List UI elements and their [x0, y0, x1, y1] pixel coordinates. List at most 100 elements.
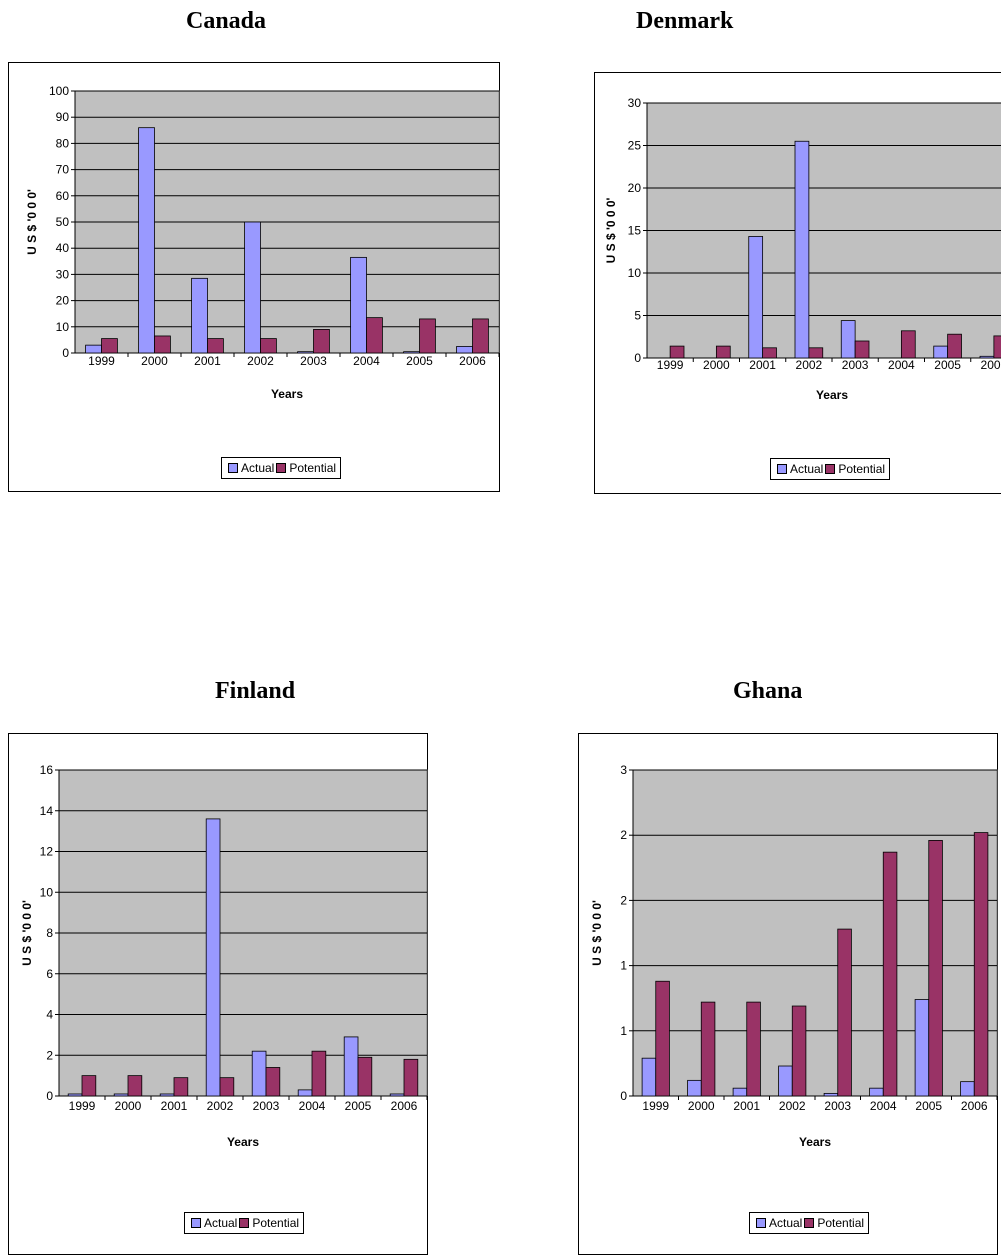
x-tick-label: 2000	[115, 1099, 142, 1113]
bar-actual-2004	[297, 1089, 313, 1097]
chart-canada: 0 10 20 30 40 50 60 70 80 90 100 1999 2000 2001 2002 20…	[8, 62, 500, 492]
y-tick-label: 8	[46, 926, 53, 940]
x-tick-label: 2003	[824, 1099, 851, 1113]
bar-potential-2002	[260, 338, 277, 354]
legend-ghana: Actual Potential	[749, 1212, 870, 1234]
y-tick-label: 6	[46, 967, 53, 981]
y-tick-label: 40	[56, 241, 70, 255]
bar-potential-2004	[366, 317, 383, 354]
legend-potential-swatch	[239, 1218, 250, 1228]
x-tick-label: 2005	[406, 354, 433, 368]
legend-potential-label: Potential	[817, 1216, 865, 1230]
bar-potential-2001	[173, 1077, 189, 1097]
chart-finland: 0 2 4 6 8 10 12 14 16 1999 2000 2001 2002 2003 2004 200…	[8, 733, 428, 1255]
y-tick-label: 10	[40, 885, 54, 899]
y-tick-label: 16	[40, 763, 54, 777]
bar-potential-2006	[472, 318, 489, 354]
x-tick-label: 1999	[88, 354, 115, 368]
bar-actual-2003	[251, 1050, 267, 1097]
chart-title-finland: Finland	[215, 678, 296, 704]
bar-potential-2005	[947, 333, 962, 359]
bar-potential-2003	[265, 1067, 281, 1097]
bar-actual-2000	[138, 127, 155, 354]
bar-potential-2002	[791, 1005, 807, 1097]
bar-actual-2004	[350, 256, 367, 354]
chart-title-canada: Canada	[186, 8, 267, 34]
y-axis-title: U S $ '0 0 0'	[20, 900, 34, 966]
y-tick-label: 5	[634, 309, 641, 323]
legend-denmark: Actual Potential	[770, 458, 891, 480]
x-axis-title: Years	[816, 388, 848, 402]
x-tick-label: 2004	[353, 354, 380, 368]
legend-potential-swatch	[825, 464, 836, 474]
x-tick-label: 2003	[253, 1099, 280, 1113]
x-tick-label: 2002	[207, 1099, 234, 1113]
y-tick-label: 2	[620, 893, 627, 907]
y-tick-label: 90	[56, 110, 70, 124]
legend-finland: Actual Potential	[184, 1212, 305, 1234]
x-axis-title: Years	[227, 1135, 259, 1149]
y-tick-label: 25	[628, 139, 642, 153]
legend-potential-label: Potential	[838, 462, 886, 476]
x-tick-label: 2001	[733, 1099, 760, 1113]
bar-potential-1999	[655, 980, 670, 1097]
x-tick-label: 2004	[870, 1099, 897, 1113]
bar-actual-2005	[914, 999, 930, 1097]
bar-actual-2005	[343, 1036, 359, 1097]
legend-potential-label: Potential	[252, 1216, 300, 1230]
y-tick-label: 20	[628, 181, 642, 195]
x-tick-label: 2002	[779, 1099, 806, 1113]
y-tick-label: 80	[56, 136, 70, 150]
x-tick-label: 2001	[749, 358, 776, 372]
bar-potential-2006	[993, 335, 1001, 359]
bar-potential-2000	[715, 345, 731, 359]
y-tick-label: 10	[628, 266, 642, 280]
chart-denmark: 0 5 10 15 20 25 30 1999 2000 2001 2002 2003 2004 2005…	[594, 72, 1001, 494]
x-tick-label: 2006	[391, 1099, 418, 1113]
y-tick-label: 12	[40, 845, 54, 859]
bar-potential-2005	[419, 318, 436, 354]
bar-potential-2003	[837, 928, 852, 1097]
bar-actual-2003	[840, 320, 856, 359]
x-tick-label: 2000	[688, 1099, 715, 1113]
x-tick-label: 2006	[459, 354, 486, 368]
y-tick-label: 0	[620, 1089, 627, 1103]
x-tick-label: 2003	[300, 354, 327, 368]
y-tick-label: 20	[56, 294, 70, 308]
x-tick-label: 1999	[657, 358, 684, 372]
legend-actual-label: Actual	[241, 461, 275, 475]
bar-actual-2000	[113, 1093, 129, 1097]
y-tick-label: 4	[46, 1008, 53, 1022]
x-tick-label: 2004	[888, 358, 915, 372]
chart-title-ghana: Ghana	[733, 678, 803, 704]
bar-potential-2004	[311, 1050, 327, 1097]
x-axis-title: Years	[271, 387, 303, 401]
bar-potential-2000	[700, 1001, 716, 1097]
y-tick-label: 0	[634, 351, 641, 365]
x-tick-label: 2003	[842, 358, 869, 372]
bar-potential-2005	[357, 1056, 373, 1097]
bar-actual-2001	[159, 1093, 175, 1097]
bar-actual-2003	[823, 1092, 839, 1097]
x-tick-label: 1999	[642, 1099, 669, 1113]
y-tick-label: 100	[49, 84, 69, 98]
bar-actual-2006	[960, 1081, 975, 1097]
bar-potential-2004	[882, 851, 898, 1097]
bar-potential-2000	[154, 335, 171, 354]
x-tick-label: 2002	[247, 354, 274, 368]
bar-potential-2002	[219, 1077, 235, 1097]
x-tick-label: 2006	[961, 1099, 988, 1113]
legend-actual-label: Actual	[769, 1216, 803, 1230]
chart-denmark-svg: 0 5 10 15 20 25 30 1999 2000 2001 2002 2003 2004 2005…	[604, 96, 1001, 402]
bar-actual-2003	[297, 351, 314, 354]
legend-potential-swatch	[804, 1218, 815, 1228]
y-tick-label: 0	[46, 1089, 53, 1103]
x-axis-title: Years	[799, 1135, 831, 1149]
y-tick-label: 1	[620, 1024, 627, 1038]
y-tick-label: 3	[620, 763, 627, 777]
x-tick-label: 2001	[194, 354, 221, 368]
bar-potential-2001	[762, 347, 777, 359]
x-tick-label: 2005	[915, 1099, 942, 1113]
x-tick-label: 2001	[161, 1099, 188, 1113]
y-tick-label: 2	[46, 1048, 53, 1062]
